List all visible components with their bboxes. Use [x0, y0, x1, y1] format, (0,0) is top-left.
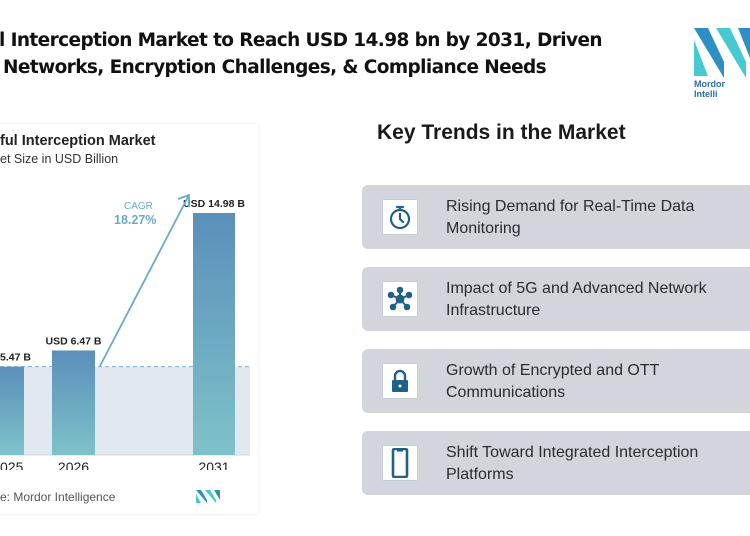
trend-card: Growth of Encrypted and OTT Communicatio…	[362, 349, 750, 413]
trend-label: Shift Toward Integrated Interception Pla…	[446, 444, 699, 483]
logo-text: Mordor Intelli	[694, 79, 725, 99]
trend-label: Growth of Encrypted and OTT Communicatio…	[446, 362, 660, 401]
chart-title: ful Interception Market	[0, 133, 156, 149]
mordor-intelligence-logo	[694, 28, 750, 78]
cagr-arrow	[99, 193, 190, 367]
key-trends-heading: Key Trends in the Market	[377, 121, 626, 144]
data-label: USD 14.98 B	[183, 198, 245, 210]
trend-label: Rising Demand for Real-Time Data Monitor…	[446, 198, 695, 237]
small-logo-icon	[196, 490, 220, 503]
cagr-value: 18.27%	[114, 213, 157, 227]
bar-2031	[193, 213, 235, 455]
bar-chart: 5.47 B 025 USD 6.47 B 2026 USD 14.98 B 2031	[0, 193, 250, 470]
chart-subtitle: et Size in USD Billion	[0, 152, 119, 166]
cagr-label: CAGR	[124, 201, 153, 212]
x-tick-label: 2031	[198, 459, 229, 470]
stopwatch-icon	[382, 199, 418, 235]
x-tick-label: 025	[0, 459, 24, 470]
lock-icon	[382, 363, 418, 399]
data-label: 5.47 B	[0, 352, 31, 364]
trend-card: Impact of 5G and Advanced Network Infras…	[362, 267, 750, 331]
bar-2026	[52, 350, 95, 455]
trend-card: Rising Demand for Real-Time Data Monitor…	[362, 185, 750, 249]
trend-card: Shift Toward Integrated Interception Pla…	[362, 431, 750, 495]
chart-source: e: Mordor Intelligence	[0, 490, 116, 504]
page-title-line-2: Networks, Encryption Challenges, & Compl…	[3, 57, 547, 78]
x-tick-label: 2026	[58, 459, 89, 470]
smartphone-icon	[382, 445, 418, 481]
network-hub-icon	[382, 281, 418, 317]
trend-label: Impact of 5G and Advanced Network Infras…	[446, 280, 707, 319]
bar-025	[0, 366, 24, 455]
page-title-line-1: l Interception Market to Reach USD 14.98…	[0, 30, 603, 51]
data-label: USD 6.47 B	[45, 335, 101, 347]
